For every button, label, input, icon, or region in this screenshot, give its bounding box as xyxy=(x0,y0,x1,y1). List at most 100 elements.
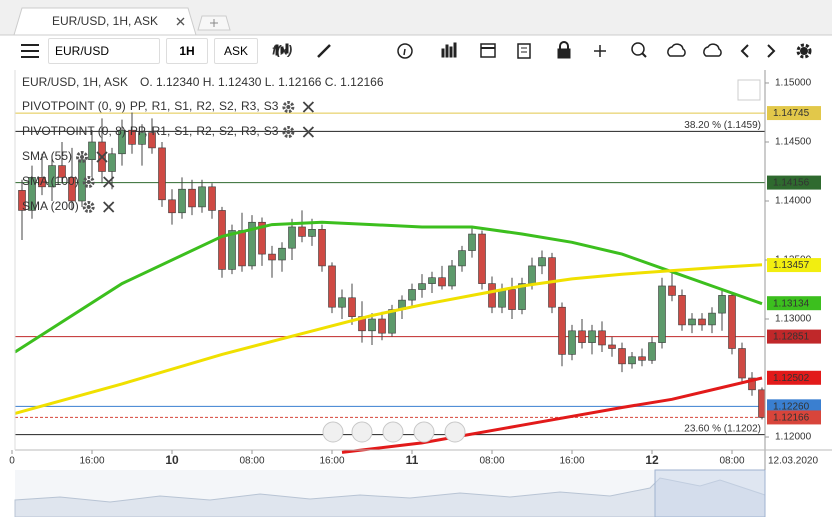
timeframe-button[interactable]: 1H xyxy=(166,38,208,64)
candle-body xyxy=(428,277,436,284)
menu-button[interactable] xyxy=(21,44,39,58)
x-tick-label: 16:00 xyxy=(559,456,584,467)
candle-body xyxy=(598,330,606,346)
gear-hub xyxy=(86,205,91,209)
gear-icon xyxy=(82,176,95,188)
candle-body xyxy=(448,265,456,287)
crosshair-button[interactable] xyxy=(594,45,606,57)
candle-body xyxy=(678,295,686,326)
navigator-window[interactable] xyxy=(654,469,766,517)
price-label: 1.12260 xyxy=(773,401,810,412)
candle-body xyxy=(528,265,536,284)
remove-icon[interactable] xyxy=(302,126,315,138)
candle-body xyxy=(338,297,346,308)
y-tick-label: 1.14000 xyxy=(775,196,812,207)
indicator-item: R2, xyxy=(196,124,215,138)
ohlc-text: O. 1.12340 H. 1.12430 L. 1.12166 C. 1.12… xyxy=(140,75,384,89)
x-tick-label: 0 xyxy=(9,456,15,467)
candle-body xyxy=(748,377,756,391)
indicator-name: PIVOTPOINT (0, 9) xyxy=(22,99,126,113)
report-button[interactable] xyxy=(517,43,531,59)
candle-body xyxy=(328,265,336,308)
scroll-left[interactable] xyxy=(322,421,344,443)
candle-body xyxy=(638,356,646,361)
upload-button[interactable] xyxy=(667,43,686,57)
info-button[interactable]: ​ xyxy=(397,43,413,59)
remove-icon[interactable] xyxy=(302,101,315,113)
fib-label: 38.20 % (1.1459) xyxy=(684,120,761,131)
sma-line xyxy=(14,263,763,415)
indicator-item: PP, xyxy=(130,124,148,138)
candle-body xyxy=(218,210,226,270)
remove-icon[interactable] xyxy=(103,176,115,188)
candle-body xyxy=(468,233,476,251)
gear-icon xyxy=(76,151,89,163)
candle-body xyxy=(658,285,666,343)
popout-button[interactable] xyxy=(737,79,761,101)
candle-body xyxy=(158,147,166,201)
candle-body xyxy=(168,199,176,214)
x-tick-label: 08:00 xyxy=(719,456,744,467)
remove-stroke xyxy=(103,176,115,188)
indicator-item: PP, xyxy=(130,99,148,113)
candle-body xyxy=(48,165,56,188)
x-tick-label: 16:00 xyxy=(79,456,104,467)
candle-body xyxy=(308,229,316,237)
y-tick-label: 1.14500 xyxy=(775,137,812,148)
x-tick-label: 12 xyxy=(645,453,659,467)
calendar-button[interactable] xyxy=(480,43,496,58)
price-label: 1.12851 xyxy=(773,332,810,343)
candle-body xyxy=(478,233,486,284)
download-button[interactable] xyxy=(703,43,722,57)
candle-body xyxy=(368,318,376,332)
indicator-name: SMA (200) xyxy=(22,199,79,213)
indicator-name: PIVOTPOINT (0, 8) xyxy=(22,124,126,138)
candle-body xyxy=(588,330,596,343)
new-tab-icon xyxy=(210,19,218,27)
zoom-button[interactable] xyxy=(631,42,647,58)
x-tick-label: 08:00 xyxy=(479,456,504,467)
candle-body xyxy=(708,312,716,326)
candle-body xyxy=(498,289,506,308)
candle-type-button[interactable] xyxy=(275,43,289,56)
tab-close[interactable] xyxy=(176,17,185,26)
nav-buttons xyxy=(322,421,466,443)
side-button[interactable]: ASK xyxy=(214,38,258,64)
zoom-in[interactable] xyxy=(413,421,435,443)
candle-body xyxy=(318,229,326,267)
draw-button[interactable] xyxy=(317,44,331,58)
indicator-item: R2, xyxy=(196,99,215,113)
remove-icon[interactable] xyxy=(96,151,108,163)
prev-button[interactable] xyxy=(740,44,749,58)
indicator-item: S1, xyxy=(174,124,192,138)
indicator-item: S2, xyxy=(219,124,237,138)
next-button[interactable] xyxy=(767,44,776,58)
settings-button[interactable] xyxy=(796,43,812,59)
candle-body xyxy=(198,186,206,208)
chart: 1.150001.145001.140001.135001.130001.120… xyxy=(9,70,832,517)
remove-icon[interactable] xyxy=(103,201,115,213)
zoom-out[interactable] xyxy=(351,421,373,443)
candle-body xyxy=(108,153,116,172)
y-tick-label: 1.12000 xyxy=(775,432,812,443)
price-label: 1.14745 xyxy=(773,108,810,119)
lock-button[interactable] xyxy=(557,41,571,59)
candle-body xyxy=(248,221,256,267)
price-label: 1.12166 xyxy=(773,413,810,424)
indicator-item: S3 xyxy=(264,99,279,113)
candle-body xyxy=(618,348,626,365)
candle-body xyxy=(148,132,156,149)
volume-button[interactable] xyxy=(441,42,457,58)
scroll-right[interactable] xyxy=(444,421,466,443)
price-label-bg xyxy=(767,106,821,121)
gear-hub xyxy=(80,155,85,159)
candle-body xyxy=(298,226,306,237)
reset[interactable] xyxy=(382,421,404,443)
candle-body xyxy=(58,165,66,178)
candle-body xyxy=(208,186,216,211)
candle-body xyxy=(18,190,26,211)
remove-stroke xyxy=(302,126,315,138)
symbol-input[interactable]: EUR/USD xyxy=(48,38,160,64)
price-label: 1.13134 xyxy=(773,298,810,309)
